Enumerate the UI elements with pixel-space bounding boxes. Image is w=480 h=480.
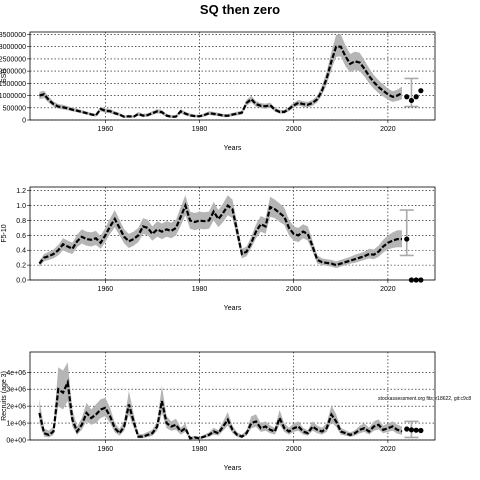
forecast-point [413,94,419,100]
y-tick-label: 1.2 [16,188,26,195]
y-tick-label: 1e+06 [6,421,26,428]
y-tick-label: 0 [22,118,26,125]
forecast-point [404,426,410,432]
y-tick-label: 1.0 [16,203,26,210]
y-tick-label: 0.0 [16,278,26,285]
plot-frame [29,351,436,441]
x-tick-label: 1980 [192,446,208,453]
y-tick-label: 1500000 [0,81,26,88]
chart-title: SQ then zero [200,2,280,17]
series-line [38,202,402,267]
plot-frame [29,31,436,121]
y-tick-label: 0.4 [16,248,26,255]
forecast-point [404,236,410,242]
watermark-text: stockassessment.org fits; r18622, git:c9… [378,396,471,402]
x-tick-label: 2020 [380,446,396,453]
y-tick-label: 3e+06 [6,387,26,394]
x-tick-label: 2000 [286,286,302,293]
forecast-point [413,277,419,283]
series-line [39,45,403,118]
x-tick-label: 1960 [98,286,114,293]
x-tick-label: 2000 [286,446,302,453]
panels: 1960 1980 2000 2020 0 500000 1000000 1500000 200… [0,31,436,472]
y-axis-label: Recruits (age 3) [1,371,8,421]
y-tick-label: 1000000 [0,93,26,100]
series-line [38,378,403,440]
forecast-point [413,427,419,433]
x-tick-label: 2020 [380,126,396,133]
forecast-point [418,88,424,94]
confidence-band [39,362,403,440]
x-axis-label: Years [224,305,242,312]
x-axis-label: Years [224,145,242,152]
confidence-band [39,195,403,269]
y-tick-label: 3500000 [0,32,26,39]
y-tick-label: 500000 [3,105,26,112]
x-tick-label: 1960 [98,126,114,133]
x-tick-label: 1980 [192,286,208,293]
forecast-point [404,94,410,100]
panel-3: 1960 1980 2000 2020 0e+00 1e+06 2e+06 3e+06 4e+0… [1,351,436,472]
x-axis-label: Years [224,465,242,472]
y-axis-label: SSB [1,69,8,83]
y-tick-label: 2500000 [0,56,26,63]
y-tick-label: 0.6 [16,233,26,240]
plot-frame [29,186,436,281]
x-tick-label: 1980 [192,126,208,133]
forecast-point [408,97,415,104]
y-tick-label: 4e+06 [6,370,26,377]
y-tick-label: 0.2 [16,263,26,270]
forecast-point [408,427,415,433]
forecast-point [418,277,424,283]
y-tick-label: 3000000 [0,44,26,51]
x-tick-label: 2000 [286,126,302,133]
forecast-point [408,277,415,283]
y-axis-label: F5-10 [1,224,8,242]
y-tick-label: 0e+00 [6,438,26,445]
confidence-band [39,34,403,118]
panel-2: 1960 1980 2000 2020 0.0 0.2 0.4 0.6 0.8 1.0 1.2 Yea… [1,186,436,312]
y-tick-label: 2e+06 [6,404,26,411]
y-tick-label: 2000000 [0,69,26,76]
x-tick-label: 1960 [98,446,114,453]
x-tick-label: 2020 [380,286,396,293]
panel-1: 1960 1980 2000 2020 0 500000 1000000 1500000 200… [0,31,436,152]
forecast-point [418,427,424,434]
y-tick-label: 0.8 [16,218,26,225]
